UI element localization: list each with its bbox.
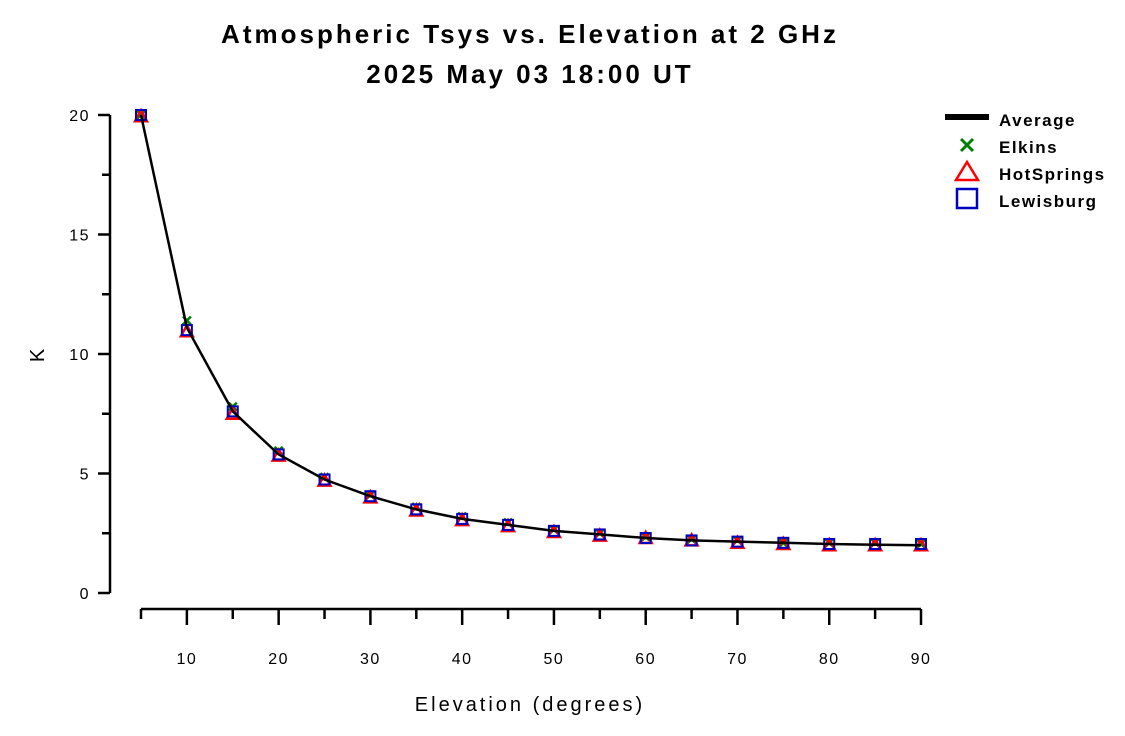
x-tick-label: 10 bbox=[176, 651, 197, 668]
y-tick-label: 20 bbox=[69, 108, 90, 125]
data-point-lewisburg bbox=[364, 490, 377, 503]
legend-swatch-lewisburg bbox=[955, 187, 979, 210]
data-point-hotsprings bbox=[132, 107, 150, 123]
x-tick-label: 20 bbox=[268, 651, 289, 668]
x-tick-label: 50 bbox=[544, 651, 565, 668]
x-tick-label: 90 bbox=[911, 651, 932, 668]
legend-swatch-hotsprings bbox=[953, 159, 981, 182]
series-line-average bbox=[139, 114, 922, 547]
x-tick-label: 70 bbox=[727, 651, 748, 668]
legend: Average Elkins HotSprings Lewisburg bbox=[945, 111, 1106, 211]
legend-label-average: Average bbox=[999, 111, 1076, 130]
chart-subtitle: 2025 May 03 18:00 UT bbox=[366, 59, 693, 89]
x-tick-label: 80 bbox=[819, 651, 840, 668]
y-tick-label: 5 bbox=[80, 467, 90, 484]
data-point-lewisburg bbox=[318, 473, 331, 486]
axes-group: 0 5 10 15 20 10 20 30 40 50 60 70 80 90 bbox=[69, 108, 932, 668]
y-tick-label: 0 bbox=[80, 586, 90, 603]
legend-swatch-elkins bbox=[959, 137, 975, 153]
data-point-elkins-stroke bbox=[181, 315, 192, 326]
x-tick-label: 40 bbox=[452, 651, 473, 668]
chart-title: Atmospheric Tsys vs. Elevation at 2 GHz bbox=[221, 19, 839, 49]
legend-label-hotsprings: HotSprings bbox=[999, 165, 1106, 184]
legend-label-elkins: Elkins bbox=[999, 138, 1058, 157]
y-tick-label: 10 bbox=[69, 347, 90, 364]
y-tick-label: 15 bbox=[69, 228, 90, 245]
data-point-lewisburg bbox=[226, 405, 239, 418]
legend-swatch-stroke bbox=[959, 137, 975, 153]
legend-label-lewisburg: Lewisburg bbox=[999, 192, 1098, 211]
data-point-lewisburg bbox=[272, 448, 285, 461]
x-tick-label: 60 bbox=[635, 651, 656, 668]
plot-area bbox=[132, 107, 930, 552]
x-tick-label: 30 bbox=[360, 651, 381, 668]
y-axis-label: K bbox=[27, 346, 49, 362]
x-axis-label: Elevation (degrees) bbox=[415, 694, 645, 716]
